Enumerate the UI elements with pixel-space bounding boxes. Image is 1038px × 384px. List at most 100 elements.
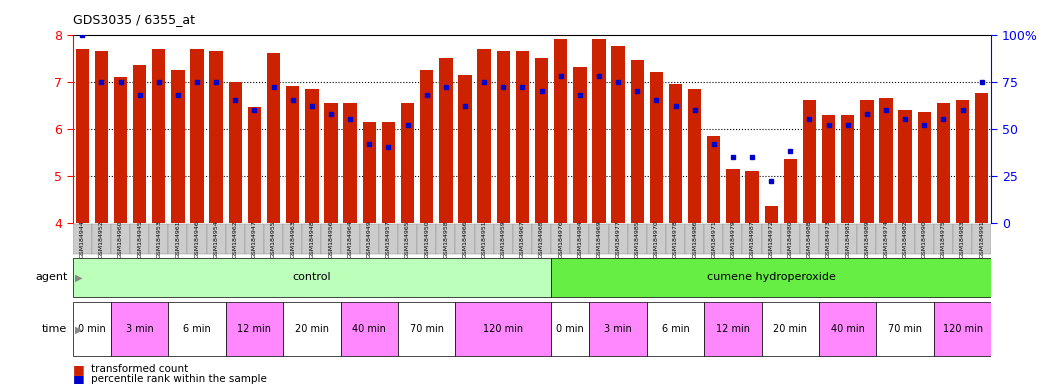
Text: 0 min: 0 min [556,324,584,334]
FancyBboxPatch shape [73,258,551,297]
Text: GSM184960: GSM184960 [118,220,124,258]
Bar [593,39,605,223]
FancyBboxPatch shape [398,303,456,356]
Bar [822,114,836,223]
Bar [630,60,644,223]
Text: GSM184945: GSM184945 [137,220,142,258]
Text: GSM184947: GSM184947 [252,220,257,258]
Bar [133,65,146,223]
Bar [611,46,625,223]
Bar [573,68,586,223]
FancyBboxPatch shape [456,224,474,254]
Text: GSM184950: GSM184950 [425,220,430,258]
Bar [554,39,568,223]
Text: GSM184965: GSM184965 [405,220,410,258]
Bar [802,101,816,223]
FancyBboxPatch shape [857,224,876,254]
Text: transformed count: transformed count [91,364,189,374]
Text: GSM184963: GSM184963 [291,220,295,258]
Text: time: time [43,324,67,334]
Bar [727,169,740,223]
FancyBboxPatch shape [456,303,551,356]
Bar [420,70,434,223]
FancyBboxPatch shape [666,224,685,254]
Text: GSM184982: GSM184982 [903,220,907,258]
FancyBboxPatch shape [302,224,322,254]
Text: ▶: ▶ [75,272,82,283]
FancyBboxPatch shape [742,224,762,254]
Bar [459,74,471,223]
Text: 70 min: 70 min [889,324,922,334]
Text: 12 min: 12 min [716,324,749,334]
FancyBboxPatch shape [111,224,130,254]
Text: GSM184979: GSM184979 [731,220,736,258]
Text: GSM184944: GSM184944 [80,220,85,258]
Text: GSM184989: GSM184989 [865,220,870,258]
Text: 40 min: 40 min [830,324,865,334]
Text: GSM184961: GSM184961 [175,220,181,258]
Bar [228,82,242,223]
FancyBboxPatch shape [532,224,551,254]
FancyBboxPatch shape [436,224,456,254]
FancyBboxPatch shape [876,224,896,254]
Bar [477,49,491,223]
FancyBboxPatch shape [704,224,723,254]
FancyBboxPatch shape [283,303,340,356]
Text: GSM184985: GSM184985 [634,220,639,258]
Bar [439,58,453,223]
Text: 20 min: 20 min [295,324,329,334]
FancyBboxPatch shape [340,224,360,254]
Text: GSM184968: GSM184968 [539,220,544,258]
Bar [94,51,108,223]
FancyBboxPatch shape [570,224,590,254]
Bar [745,171,759,223]
FancyBboxPatch shape [590,224,608,254]
FancyBboxPatch shape [360,224,379,254]
FancyBboxPatch shape [149,224,168,254]
Bar [382,122,395,223]
Bar [305,89,319,223]
FancyBboxPatch shape [590,303,647,356]
Text: 120 min: 120 min [484,324,523,334]
Text: GSM184957: GSM184957 [386,220,391,258]
FancyBboxPatch shape [608,224,628,254]
FancyBboxPatch shape [283,224,302,254]
Text: GSM184970: GSM184970 [654,220,659,258]
FancyBboxPatch shape [474,224,494,254]
Bar [707,136,720,223]
FancyBboxPatch shape [207,224,226,254]
Text: GSM184948: GSM184948 [309,220,315,258]
Text: 70 min: 70 min [410,324,443,334]
Bar [516,51,529,223]
Text: 0 min: 0 min [78,324,106,334]
Text: GSM184962: GSM184962 [233,220,238,258]
Bar [861,101,874,223]
FancyBboxPatch shape [551,224,570,254]
Text: 6 min: 6 min [661,324,689,334]
FancyBboxPatch shape [973,224,991,254]
Text: GSM184991: GSM184991 [979,220,984,258]
Bar [879,98,893,223]
FancyBboxPatch shape [839,224,857,254]
FancyBboxPatch shape [781,224,800,254]
FancyBboxPatch shape [264,224,283,254]
Text: control: control [293,272,331,283]
FancyBboxPatch shape [245,224,264,254]
FancyBboxPatch shape [551,303,590,356]
Bar [956,101,969,223]
Text: GSM184980: GSM184980 [788,220,793,258]
Text: GSM184983: GSM184983 [960,220,965,258]
FancyBboxPatch shape [551,258,991,297]
Text: GSM184953: GSM184953 [157,220,161,258]
Bar [362,122,376,223]
Text: GSM184958: GSM184958 [443,220,448,258]
FancyBboxPatch shape [73,303,111,356]
FancyBboxPatch shape [647,224,666,254]
Text: ■: ■ [73,363,84,376]
Text: 6 min: 6 min [183,324,211,334]
Text: GSM184976: GSM184976 [558,220,564,258]
Text: 12 min: 12 min [238,324,272,334]
FancyBboxPatch shape [226,224,245,254]
FancyBboxPatch shape [934,303,991,356]
Text: 3 min: 3 min [126,324,154,334]
